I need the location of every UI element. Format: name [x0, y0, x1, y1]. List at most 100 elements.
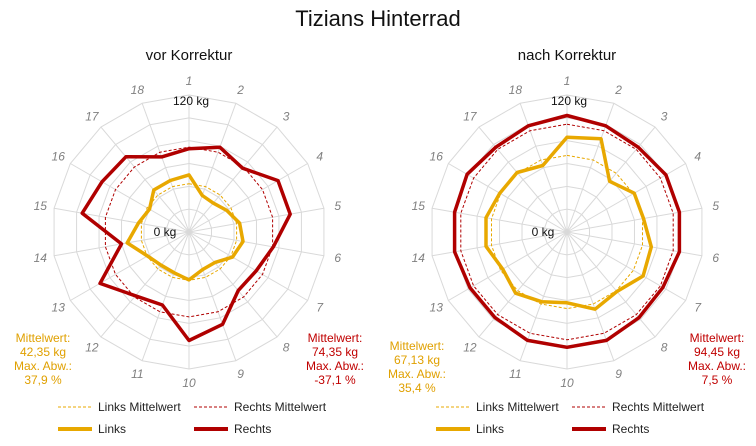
series-rechts-mittelwert — [104, 146, 274, 318]
grid-spoke — [566, 231, 656, 338]
spoke-label: 8 — [283, 341, 290, 355]
stats-value: 37,9 % — [24, 373, 62, 387]
spoke-label: 15 — [34, 199, 48, 213]
stats-label: Mittelwert: — [689, 331, 745, 345]
radar-chart-vor-korrektur: vor Korrektur123456789101112131415161718… — [34, 47, 342, 390]
grid-spoke — [566, 126, 656, 233]
stats-value: 35,4 % — [398, 381, 436, 395]
stats-value: 94,45 kg — [693, 345, 741, 359]
legend-item-links-mittelwert: Links Mittelwert — [58, 400, 181, 414]
spoke-label: 6 — [712, 251, 719, 265]
chart-subtitle: nach Korrektur — [518, 47, 616, 64]
legend-label: Links Mittelwert — [98, 400, 181, 414]
stats-value: 74,35 kg — [311, 345, 359, 359]
spoke-label: 12 — [463, 341, 477, 355]
axis-min-label: 0 kg — [532, 225, 555, 239]
grid-spoke — [100, 231, 190, 338]
spoke-label: 18 — [131, 83, 145, 97]
spoke-label: 3 — [661, 109, 668, 123]
spoke-label: 9 — [615, 367, 622, 381]
grid-spoke — [188, 126, 278, 233]
spoke-label: 7 — [694, 301, 702, 315]
legend-label: Links — [98, 422, 127, 436]
grid-spoke — [566, 231, 686, 301]
legend-label: Rechts Mittelwert — [234, 400, 327, 414]
spoke-label: 2 — [614, 83, 622, 97]
grid-spoke — [141, 231, 190, 361]
stats-links-vor: Mittelwert: 42,35 kg Max. Abw.: 37,9 % — [8, 331, 78, 387]
spoke-label: 4 — [694, 150, 701, 164]
series-rechts — [80, 145, 292, 343]
series-links — [125, 173, 245, 282]
spoke-label: 16 — [430, 150, 444, 164]
series-links — [484, 135, 654, 311]
legend-item-links: Links — [436, 422, 504, 436]
spoke-label: 1 — [564, 74, 571, 88]
stats-value: 67,13 kg — [393, 353, 441, 367]
main-title: Tizians Hinterrad — [295, 6, 461, 31]
series-rechts — [452, 113, 682, 350]
spoke-label: 9 — [237, 367, 244, 381]
grid-spoke — [188, 231, 278, 338]
stats-value: -37,1 % — [314, 373, 356, 387]
dashed-line-icon — [572, 406, 606, 408]
stats-links-nach: Mittelwert: 67,13 kg Max. Abw.: 35,4 % — [380, 339, 454, 395]
legend-item-links-mittelwert: Links Mittelwert — [436, 400, 559, 414]
spoke-label: 7 — [316, 301, 324, 315]
spoke-label: 5 — [712, 199, 719, 213]
stats-label: Max. Abw.: — [13, 359, 73, 373]
stats-label: Max. Abw.: — [687, 359, 747, 373]
grid-spoke — [448, 231, 568, 301]
spoke-label: 12 — [85, 341, 99, 355]
axis-min-label: 0 kg — [154, 225, 177, 239]
grid-spoke — [478, 231, 568, 338]
dashed-line-icon — [436, 406, 470, 408]
dashed-line-icon — [194, 406, 228, 408]
grid-spoke — [478, 126, 568, 233]
grid-spoke — [188, 207, 325, 233]
spoke-label: 15 — [412, 199, 426, 213]
axis-max-label: 120 kg — [551, 94, 587, 108]
legend-label: Links Mittelwert — [476, 400, 559, 414]
spoke-label: 13 — [430, 301, 444, 315]
spoke-label: 14 — [34, 251, 48, 265]
stats-label: Mittelwert: — [389, 339, 445, 353]
spoke-label: 10 — [182, 376, 196, 390]
grid-spoke — [141, 103, 190, 233]
grid-spoke — [188, 103, 237, 233]
stats-value: 7,5 % — [701, 373, 733, 387]
spoke-label: 1 — [186, 74, 193, 88]
grid-spoke — [188, 231, 237, 361]
spoke-label: 13 — [52, 301, 66, 315]
stats-label: Mittelwert: — [307, 331, 363, 345]
solid-line-icon — [58, 427, 92, 431]
dashed-line-icon — [58, 406, 92, 408]
spoke-label: 8 — [661, 341, 668, 355]
spoke-label: 2 — [236, 83, 244, 97]
radar-chart-nach-korrektur: nach Korrektur12345678910111213141516171… — [412, 47, 720, 390]
spoke-label: 18 — [509, 83, 523, 97]
spoke-label: 6 — [334, 251, 341, 265]
stats-rechts-vor: Mittelwert: 74,35 kg Max. Abw.: -37,1 % — [298, 331, 372, 387]
spoke-label: 11 — [131, 367, 143, 381]
spoke-label: 11 — [509, 367, 521, 381]
spoke-label: 3 — [283, 109, 290, 123]
stats-label: Max. Abw.: — [387, 367, 447, 381]
stats-rechts-nach: Mittelwert: 94,45 kg Max. Abw.: 7,5 % — [680, 331, 754, 387]
stats-label: Mittelwert: — [15, 331, 71, 345]
grid-spoke — [53, 207, 190, 233]
grid-spoke — [70, 231, 190, 301]
solid-line-icon — [194, 427, 228, 431]
legend-item-rechts: Rechts — [194, 422, 271, 436]
chart-subtitle: vor Korrektur — [146, 47, 233, 64]
legend-label: Rechts Mittelwert — [612, 400, 705, 414]
stats-label: Max. Abw.: — [305, 359, 365, 373]
solid-line-icon — [572, 427, 606, 431]
legend-label: Links — [476, 422, 505, 436]
grid-spoke — [188, 231, 308, 301]
legend-item-links: Links — [58, 422, 126, 436]
grid-spoke — [188, 163, 308, 233]
spoke-label: 17 — [85, 109, 100, 123]
solid-line-icon — [436, 427, 470, 431]
spoke-label: 16 — [52, 150, 66, 164]
